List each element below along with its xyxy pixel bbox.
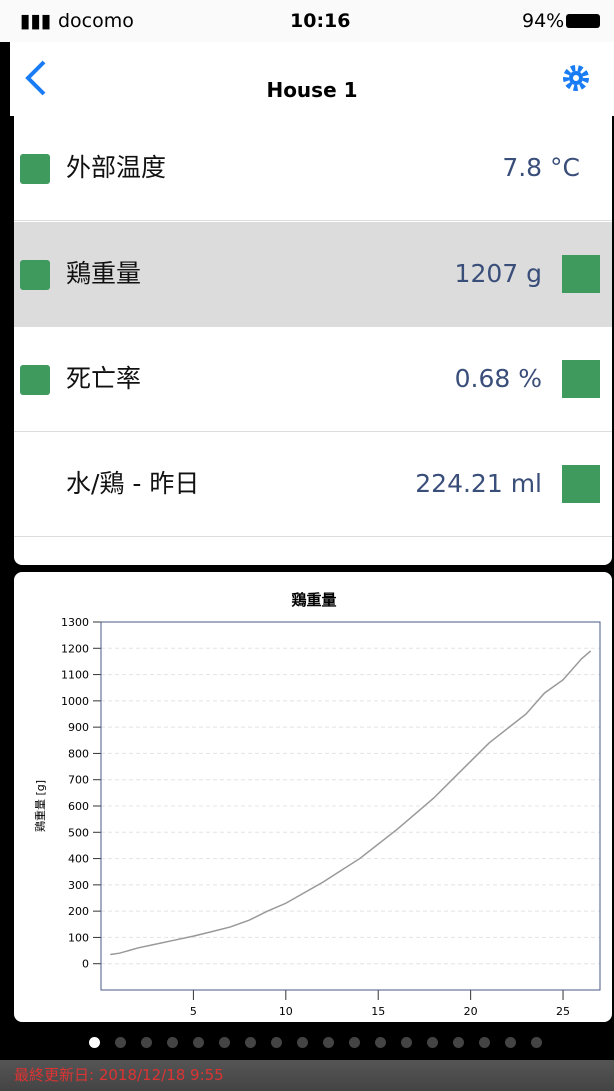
- row-value: 0.68 %: [454, 364, 542, 393]
- y-tick-label: 1000: [61, 695, 89, 708]
- chart-title: 鶏重量: [291, 591, 336, 609]
- page-dot[interactable]: [89, 1037, 100, 1048]
- data-line: [110, 650, 592, 956]
- sensor-list: 外部温度 7.8 °C 鶏重量 1207 g 死亡率 0.68 % 水/鶏 - 昨日 2…: [14, 116, 612, 565]
- status-square: [562, 255, 600, 293]
- y-tick-label: 0: [82, 958, 89, 971]
- time: 10:16: [290, 10, 351, 32]
- sensor-row[interactable]: 鶏重量 1207 g: [14, 222, 612, 327]
- row-label: 水/鶏 - 昨日: [66, 469, 200, 498]
- y-tick-label: 900: [68, 721, 89, 734]
- page-dot[interactable]: [245, 1037, 256, 1048]
- page-dot[interactable]: [323, 1037, 334, 1048]
- y-tick-label: 200: [68, 905, 89, 918]
- page-dot[interactable]: [167, 1037, 178, 1048]
- sensor-row[interactable]: 死亡率 0.68 %: [14, 327, 612, 432]
- status-square: [562, 465, 600, 503]
- row-value: 7.8 °C: [502, 153, 580, 182]
- y-tick-label: 500: [68, 826, 89, 839]
- page-dot[interactable]: [427, 1037, 438, 1048]
- page-dot[interactable]: [375, 1037, 386, 1048]
- sensor-row[interactable]: 外部温度 7.8 °C: [14, 116, 612, 221]
- x-tick-label: 20: [464, 1005, 478, 1018]
- chart: 鶏重量 鶏重量 [g] 0 100 200 300 400 500 600 700 800 900…: [33, 591, 601, 1018]
- page-dot[interactable]: [349, 1037, 360, 1048]
- x-tick-label: 25: [556, 1005, 570, 1018]
- page-dot[interactable]: [141, 1037, 152, 1048]
- battery-icon: [566, 14, 600, 28]
- nav-title: House 1: [266, 78, 358, 102]
- history-icon: [20, 154, 50, 184]
- y-tick-label: 400: [68, 853, 89, 866]
- page-indicator: [0, 1022, 614, 1060]
- page-dot[interactable]: [193, 1037, 204, 1048]
- page-dot[interactable]: [271, 1037, 282, 1048]
- status-square: [562, 360, 600, 398]
- y-tick-label: 600: [68, 800, 89, 813]
- page-dot[interactable]: [401, 1037, 412, 1048]
- y-tick-label: 1100: [61, 669, 89, 682]
- page-dot[interactable]: [505, 1037, 516, 1048]
- nav-bar: House 1: [10, 42, 614, 116]
- page-dot[interactable]: [297, 1037, 308, 1048]
- history-icon: [20, 260, 50, 290]
- y-tick-label: 100: [68, 931, 89, 944]
- page-dot[interactable]: [219, 1037, 230, 1048]
- status-bar: ▮▮▮ docomo 10:16 94%: [0, 0, 614, 42]
- y-axis-label: 鶏重量 [g]: [33, 780, 47, 832]
- back-button[interactable]: [24, 60, 48, 96]
- x-tick-label: 5: [190, 1005, 197, 1018]
- battery: 94%: [522, 10, 565, 32]
- signal: ▮▮▮: [20, 10, 52, 32]
- history-icon: [20, 365, 50, 395]
- plot-frame: [100, 621, 601, 991]
- y-tick-label: 800: [68, 747, 89, 760]
- row-label: 外部温度: [66, 153, 167, 182]
- row-value: 224.21 ml: [415, 469, 542, 498]
- footer: 最終更新日: 2018/12/18 9:55: [0, 1060, 614, 1091]
- chart-card: [14, 572, 612, 1022]
- row-label: 鶏重量: [66, 259, 142, 288]
- y-tick-label: 700: [68, 774, 89, 787]
- y-tick-label: 300: [68, 879, 89, 892]
- settings-button[interactable]: [562, 64, 590, 92]
- y-tick-label: 1200: [61, 642, 89, 655]
- x-tick-label: 10: [279, 1005, 293, 1018]
- sensor-row[interactable]: 水/鶏 - 昨日 224.21 ml: [14, 432, 612, 537]
- x-tick-label: 15: [371, 1005, 385, 1018]
- row-value: 1207 g: [454, 259, 542, 288]
- page-dot[interactable]: [531, 1037, 542, 1048]
- page-dot[interactable]: [115, 1037, 126, 1048]
- carrier: docomo: [58, 10, 134, 32]
- row-label: 死亡率: [66, 364, 142, 393]
- page-dot[interactable]: [479, 1037, 490, 1048]
- page-dot[interactable]: [453, 1037, 464, 1048]
- y-tick-label: 1300: [61, 616, 89, 629]
